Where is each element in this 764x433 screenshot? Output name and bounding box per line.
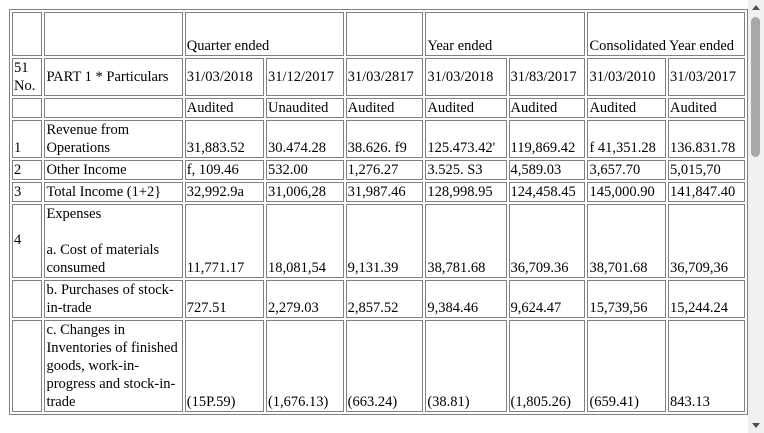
table-row: c. Changes in Inventories of finished go… bbox=[12, 320, 745, 412]
value-cell: 31,006,28 bbox=[265, 182, 344, 202]
spacer bbox=[46, 223, 180, 241]
value-cell: 125.473.42' bbox=[425, 120, 507, 158]
row-label: Total Income (1+2} bbox=[44, 182, 183, 202]
table-row: 3 Total Income (1+2} 32,992.9a 31,006,28… bbox=[12, 182, 745, 202]
value-cell: f, 109.46 bbox=[184, 160, 264, 180]
date-header: 31/03/2018 bbox=[425, 58, 507, 96]
value-cell: 141,847.40 bbox=[668, 182, 745, 202]
row-label: Other Income bbox=[44, 160, 183, 180]
value-cell: (1,676.13) bbox=[265, 320, 344, 412]
value-cell: (1,805.26) bbox=[508, 320, 586, 412]
scroll-up-button[interactable] bbox=[748, 0, 764, 16]
row-number bbox=[12, 320, 43, 412]
value-cell: 5,015,70 bbox=[668, 160, 745, 180]
value-cell: 1,276.27 bbox=[345, 160, 424, 180]
table-row: 4 Expenses a. Cost of materials consumed… bbox=[12, 204, 745, 278]
value-cell: (15P.59) bbox=[184, 320, 264, 412]
value-cell: (38.81) bbox=[425, 320, 507, 412]
value-cell: 145,000.90 bbox=[587, 182, 666, 202]
date-header: 31/03/2817 bbox=[345, 58, 424, 96]
header-row-dates: 51 No. PART 1 * Particulars 31/03/2018 3… bbox=[12, 58, 745, 96]
date-header: 31/03/2010 bbox=[587, 58, 666, 96]
value-cell: 15,244.24 bbox=[668, 280, 745, 318]
financial-results-table: Quarter ended Year ended Consolidated Ye… bbox=[9, 9, 748, 415]
quarter-ended-header: Quarter ended bbox=[184, 12, 344, 56]
arrow-up-icon bbox=[752, 5, 760, 10]
value-cell: 38,701.68 bbox=[587, 204, 666, 278]
row-number bbox=[12, 280, 43, 318]
value-cell: 727.51 bbox=[184, 280, 264, 318]
date-header: 31/03/2017 bbox=[668, 58, 745, 96]
value-cell: 124,458.45 bbox=[508, 182, 586, 202]
table-row: b. Purchases of stock-in-trade 727.51 2,… bbox=[12, 280, 745, 318]
value-cell: 30.474.28 bbox=[265, 120, 344, 158]
value-cell: 3.525. S3 bbox=[425, 160, 507, 180]
value-cell: 119,869.42 bbox=[508, 120, 586, 158]
header-blank-cell bbox=[12, 98, 43, 118]
serial-number-header: 51 No. bbox=[12, 58, 43, 96]
row-number: 3 bbox=[12, 182, 43, 202]
header-blank-cell bbox=[12, 12, 43, 56]
value-cell: 2,279.03 bbox=[265, 280, 344, 318]
value-cell: 31,987.46 bbox=[345, 182, 424, 202]
vertical-scrollbar[interactable] bbox=[748, 0, 764, 433]
value-cell: 31,883.52 bbox=[184, 120, 264, 158]
audit-status: Audited bbox=[345, 98, 424, 118]
audit-status: Audited bbox=[587, 98, 666, 118]
row-number: 4 bbox=[12, 204, 43, 278]
arrow-down-icon bbox=[752, 423, 760, 428]
row-label-group: Expenses a. Cost of materials consumed bbox=[44, 204, 183, 278]
expenses-heading: Expenses bbox=[46, 206, 102, 222]
date-header: 31/03/2018 bbox=[184, 58, 264, 96]
value-cell: 128,998.95 bbox=[425, 182, 507, 202]
row-number: 2 bbox=[12, 160, 43, 180]
year-ended-header: Year ended bbox=[425, 12, 586, 56]
value-cell: (659.41) bbox=[587, 320, 666, 412]
date-header: 31/83/2017 bbox=[508, 58, 586, 96]
consolidated-year-ended-header: Consolidated Year ended bbox=[587, 12, 745, 56]
value-cell: 532.00 bbox=[265, 160, 344, 180]
row-label: a. Cost of materials consumed bbox=[46, 242, 160, 276]
value-cell: 843.13 bbox=[668, 320, 745, 412]
value-cell: 15,739,56 bbox=[587, 280, 666, 318]
row-number: 1 bbox=[12, 120, 43, 158]
row-label: c. Changes in Inventories of finished go… bbox=[44, 320, 183, 412]
audit-status: Audited bbox=[508, 98, 586, 118]
document-viewport: Quarter ended Year ended Consolidated Ye… bbox=[9, 9, 748, 415]
value-cell: 11,771.17 bbox=[184, 204, 264, 278]
header-row-periods: Quarter ended Year ended Consolidated Ye… bbox=[12, 12, 745, 56]
scrollbar-thumb[interactable] bbox=[751, 17, 760, 157]
row-label: Revenue from Operations bbox=[44, 120, 183, 158]
header-row-status: Audited Unaudited Audited Audited Audite… bbox=[12, 98, 745, 118]
value-cell: 38.626. f9 bbox=[345, 120, 424, 158]
value-cell: (663.24) bbox=[345, 320, 424, 412]
row-label: b. Purchases of stock-in-trade bbox=[44, 280, 183, 318]
particulars-header: PART 1 * Particulars bbox=[44, 58, 183, 96]
audit-status: Unaudited bbox=[265, 98, 344, 118]
value-cell: 32,992.9a bbox=[184, 182, 264, 202]
value-cell: 36,709.36 bbox=[508, 204, 586, 278]
scroll-down-button[interactable] bbox=[748, 417, 764, 433]
value-cell: 3,657.70 bbox=[587, 160, 666, 180]
value-cell: 9,384.46 bbox=[425, 280, 507, 318]
value-cell: 9,131.39 bbox=[345, 204, 424, 278]
value-cell: 4,589.03 bbox=[508, 160, 586, 180]
value-cell: 2,857.52 bbox=[345, 280, 424, 318]
date-header: 31/12/2017 bbox=[265, 58, 344, 96]
table-row: 1 Revenue from Operations 31,883.52 30.4… bbox=[12, 120, 745, 158]
value-cell: 9,624.47 bbox=[508, 280, 586, 318]
value-cell: f 41,351.28 bbox=[587, 120, 666, 158]
header-blank-cell bbox=[44, 12, 183, 56]
value-cell: 18,081,54 bbox=[265, 204, 344, 278]
header-blank-cell bbox=[44, 98, 183, 118]
audit-status: Audited bbox=[184, 98, 264, 118]
header-blank-cell bbox=[345, 12, 424, 56]
value-cell: 38,781.68 bbox=[425, 204, 507, 278]
table-row: 2 Other Income f, 109.46 532.00 1,276.27… bbox=[12, 160, 745, 180]
value-cell: 36,709,36 bbox=[668, 204, 745, 278]
value-cell: 136.831.78 bbox=[668, 120, 745, 158]
audit-status: Audited bbox=[668, 98, 745, 118]
audit-status: Audited bbox=[425, 98, 507, 118]
